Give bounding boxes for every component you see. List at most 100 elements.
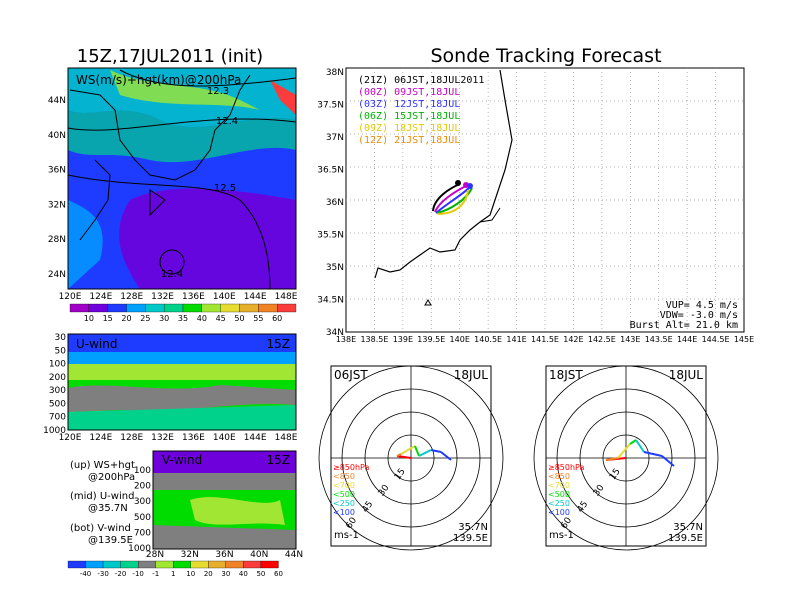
burst-text: Burst Alt= 21.0 km: [630, 320, 738, 331]
colorbar-label: 1: [171, 570, 175, 578]
colorbar-label: -30: [97, 570, 108, 578]
colorbar-label: 10: [186, 570, 195, 578]
contour-label: 12.4: [216, 116, 238, 127]
x-tick-label: 36N: [215, 550, 233, 560]
y-tick-label: 35.5N: [317, 231, 344, 241]
colorbar-label: 10: [84, 314, 94, 323]
map-panel: WS(m/s)+hgt(km)@200hPa 12.3 12.4 12.5 12…: [48, 67, 298, 323]
hodograph-segment: [396, 453, 402, 457]
legend-entry: (12Z) 21JST,18JUL: [358, 135, 460, 146]
hodograph-time: 06JST: [334, 368, 368, 382]
level-legend: <100: [333, 508, 355, 517]
coastline: [69, 74, 251, 241]
panel-notes: (up) WS+hgt @200hPa (mid) U-wind @35.7N …: [70, 460, 135, 546]
hodograph-segment: [418, 449, 432, 457]
x-tick-label: 139.5E: [417, 335, 445, 344]
colorbar-label: -40: [80, 570, 91, 578]
hodograph-segment: [635, 439, 645, 453]
colorbar-cell: [164, 303, 184, 313]
tracking-x-ticks: 138E 138.5E 139E 139.5E 140E 140.5E 141E 141.5E…: [336, 335, 754, 344]
colorbar-cell: [88, 303, 108, 313]
x-tick-label: 143.5E: [645, 335, 673, 344]
hodograph-segment: [414, 445, 420, 457]
y-tick-label: 37.5N: [317, 101, 344, 111]
v-label: V-wind: [162, 453, 202, 467]
tracking-y-ticks: 38N 37.5N 37N 36.5N 36N 35.5N 35N 34.5N 34N: [317, 68, 344, 338]
colorbar-label: 40: [197, 314, 207, 323]
x-tick-label: 120E: [59, 292, 82, 302]
colorbar-label: 30: [159, 314, 169, 323]
colorbar-cell: [208, 560, 226, 569]
y-tick-label: 28N: [48, 235, 66, 245]
vdw-text: VDW= -3.0 m/s: [660, 310, 738, 321]
level-legend: <250: [333, 499, 355, 508]
colorbar-cell: [102, 560, 121, 569]
x-tick-label: 142.5E: [588, 335, 616, 344]
colorbar-cell: [277, 303, 297, 313]
colorbar-label: 60: [272, 314, 282, 323]
note-mid-1: (mid) U-wind: [70, 491, 134, 502]
x-tick-label: 128E: [120, 433, 143, 443]
contour-line: [67, 118, 297, 131]
u-upper-band2: [68, 352, 296, 364]
u-frame: [67, 333, 297, 431]
x-tick-label: 28N: [146, 550, 164, 560]
x-tick-label: 40N: [250, 550, 268, 560]
note-bot-2: @139.5E: [88, 535, 133, 546]
colorbar-label: 40: [239, 570, 248, 578]
u-lower-band: [68, 405, 296, 430]
x-tick-label: 140E: [213, 292, 236, 302]
colorbar-label: 35: [178, 314, 188, 323]
track-coastline-bay: [479, 207, 501, 223]
hodograph-unit: ms-1: [334, 530, 359, 541]
x-tick-label: 140E: [450, 335, 470, 344]
note-up-1: (up) WS+hgt: [70, 460, 135, 471]
contour-line: [119, 69, 297, 87]
y-tick-label: 34N: [326, 328, 344, 338]
hodograph-segment: [661, 455, 675, 467]
colorbar-cell: [85, 560, 104, 569]
v-gray-band: [153, 473, 296, 490]
y-tick-label: 200: [134, 482, 151, 492]
u-x-ticks: 120E 124E 128E 132E 136E 140E 144E 148E: [59, 433, 298, 443]
left-title: 15Z,17JUL2011 (init): [77, 46, 263, 67]
colorbar-cell: [138, 560, 156, 569]
x-tick-label: 138.5E: [360, 335, 388, 344]
x-tick-label: 143E: [620, 335, 640, 344]
legend-entry: (03Z) 12JST,18JUL: [358, 99, 460, 110]
hodograph-loc: 35.7N: [673, 522, 703, 533]
x-tick-label: 144.5E: [702, 335, 730, 344]
colorbar-cell: [120, 560, 139, 569]
x-tick-label: 141.5E: [531, 335, 559, 344]
colorbar-cell: [155, 560, 174, 569]
x-tick-label: 124E: [89, 433, 112, 443]
sonde-tracks: [432, 180, 473, 215]
island: [424, 299, 432, 306]
colorbar-label: 55: [253, 314, 263, 323]
colorbar-cell: [201, 303, 221, 313]
colorbar-label: -10: [132, 570, 143, 578]
hodograph-segment: [643, 451, 663, 457]
x-tick-label: 148E: [275, 433, 298, 443]
weak-wind-region: [119, 188, 296, 289]
y-tick-label: 37N: [326, 133, 344, 143]
colorbar-cell: [260, 560, 279, 569]
v-x-ticks: 28N 32N 36N 40N 44N: [146, 550, 303, 560]
map-label: WS(m/s)+hgt(km)@200hPa: [76, 73, 241, 87]
map-y-ticks: 44N 40N 36N 32N 28N 24N: [48, 96, 66, 280]
colorbar-label: -20: [115, 570, 126, 578]
x-tick-label: 140.5E: [474, 335, 502, 344]
x-tick-label: 144E: [677, 335, 697, 344]
y-tick-label: 35N: [326, 263, 344, 273]
colorbar-label: -1: [152, 570, 159, 578]
track-line-02: [435, 186, 471, 214]
colorbar-label: 20: [204, 570, 213, 578]
level-legend: <500: [333, 490, 355, 499]
colorbar-label: 15: [103, 314, 113, 323]
burst-marker: [467, 183, 473, 189]
track-coastline: [374, 69, 513, 279]
y-tick-label: 36.5N: [317, 166, 344, 176]
x-tick-label: 136E: [182, 433, 205, 443]
colorbar-cell: [145, 303, 165, 313]
